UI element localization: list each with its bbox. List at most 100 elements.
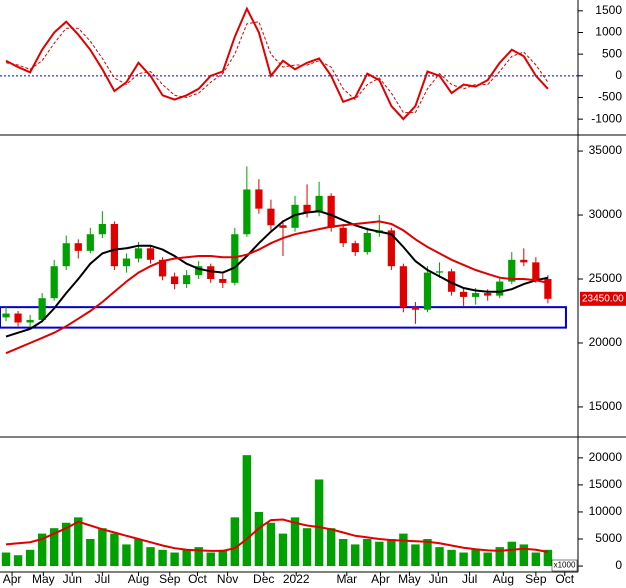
candle-body bbox=[435, 271, 444, 273]
volume-bar bbox=[37, 533, 47, 567]
volume-bar bbox=[531, 552, 541, 567]
x-tick-label: Sep bbox=[159, 572, 181, 586]
candle-body bbox=[195, 266, 203, 276]
candle-body bbox=[207, 266, 215, 280]
candle-body bbox=[255, 189, 263, 209]
volume-bar bbox=[471, 549, 480, 567]
x-tick-label: Oct bbox=[188, 572, 207, 586]
x-tick-label: Aug bbox=[493, 572, 514, 586]
volume-bar bbox=[1, 552, 11, 567]
volume-bar bbox=[49, 528, 59, 567]
last-price-box bbox=[580, 291, 626, 306]
candle-body bbox=[387, 230, 395, 267]
volume-bar bbox=[266, 522, 276, 567]
y-tick-label: 500 bbox=[602, 46, 622, 60]
y-tick-label: 1000 bbox=[595, 25, 622, 39]
volume-bar bbox=[411, 544, 420, 567]
y-tick-label: 10000 bbox=[589, 504, 623, 518]
candle-body bbox=[279, 225, 287, 228]
line-series bbox=[5, 210, 549, 338]
candle-body bbox=[484, 293, 492, 296]
volume-bar bbox=[519, 544, 529, 567]
x-tick-label: Dec bbox=[253, 572, 274, 586]
candle-body bbox=[158, 259, 167, 277]
x-tick-label: Mar bbox=[336, 572, 357, 586]
candle-body bbox=[243, 189, 251, 235]
x-tick-label: Aug bbox=[128, 572, 149, 586]
volume-bar bbox=[170, 552, 179, 567]
volume-bar bbox=[194, 547, 203, 567]
volume-bar bbox=[363, 539, 372, 567]
volume-bar bbox=[218, 549, 227, 567]
y-tick-label: -1000 bbox=[591, 111, 622, 125]
x-tick-label: Jun bbox=[63, 572, 82, 586]
x-tick-label: Nov bbox=[217, 572, 238, 586]
x-tick-label: Sep bbox=[525, 572, 547, 586]
y-tick-label: 0 bbox=[615, 558, 622, 572]
volume-bar bbox=[98, 528, 107, 567]
volume-bar bbox=[290, 517, 300, 567]
x-tick-label: Jul bbox=[462, 572, 477, 586]
candle-body bbox=[327, 195, 335, 228]
volume-bar bbox=[399, 533, 408, 567]
line-series bbox=[5, 518, 549, 553]
volume-bar bbox=[134, 539, 143, 567]
y-tick-label: 30000 bbox=[589, 207, 623, 221]
y-tick-label: 0 bbox=[615, 68, 622, 82]
line-series bbox=[5, 21, 549, 114]
candle-body bbox=[351, 243, 359, 253]
x-tick-label: Jul bbox=[95, 572, 110, 586]
candle-body bbox=[496, 281, 504, 296]
volume-bar bbox=[459, 552, 468, 567]
y-tick-label: -500 bbox=[598, 90, 622, 104]
volume-bar bbox=[375, 541, 384, 567]
volume-bar bbox=[254, 511, 264, 567]
candle-body bbox=[447, 271, 456, 292]
candle-body bbox=[231, 234, 239, 283]
candle-body bbox=[183, 275, 191, 285]
candle-body bbox=[472, 293, 480, 297]
candle-body bbox=[411, 307, 420, 310]
y-tick-label: 5000 bbox=[595, 531, 622, 545]
candle-body bbox=[110, 223, 119, 267]
x-tick-label: Jun bbox=[429, 572, 448, 586]
candle-body bbox=[50, 266, 58, 299]
volume-bar bbox=[62, 522, 71, 567]
volume-bar bbox=[495, 547, 504, 567]
y-tick-label: 15000 bbox=[589, 399, 623, 413]
volume-bar bbox=[447, 549, 456, 567]
candle-body bbox=[86, 234, 94, 251]
volume-bar bbox=[13, 555, 23, 567]
candle-body bbox=[339, 227, 347, 244]
volume-bar bbox=[326, 528, 336, 567]
support-zone bbox=[0, 306, 567, 329]
volume-bar bbox=[158, 549, 167, 567]
candle-body bbox=[303, 204, 311, 213]
unit-label: x1000 bbox=[554, 561, 576, 570]
volume-bar bbox=[302, 528, 312, 567]
candle-body bbox=[14, 313, 22, 323]
volume-bar bbox=[314, 479, 324, 567]
x-tick-label: Oct bbox=[555, 572, 574, 586]
candle-body bbox=[98, 223, 106, 235]
y-tick-label: 25000 bbox=[589, 271, 623, 285]
volume-bar bbox=[507, 541, 516, 567]
x-tick-label: May bbox=[398, 572, 421, 586]
candle-body bbox=[146, 248, 155, 260]
y-tick-label: 20000 bbox=[589, 450, 623, 464]
candle-body bbox=[520, 259, 528, 263]
volume-bar bbox=[182, 549, 191, 567]
candle-body bbox=[38, 298, 46, 320]
candle-body bbox=[122, 258, 131, 267]
candle-body bbox=[544, 279, 552, 299]
candle-body bbox=[363, 232, 371, 253]
unit-box bbox=[551, 559, 578, 572]
x-tick-label: Apr bbox=[371, 572, 390, 586]
candle-body bbox=[399, 266, 408, 308]
candle-body bbox=[423, 272, 432, 310]
y-tick-label: 1500 bbox=[595, 3, 622, 17]
candle-body bbox=[170, 276, 179, 285]
candle-body bbox=[291, 204, 299, 228]
line-series bbox=[5, 220, 549, 355]
